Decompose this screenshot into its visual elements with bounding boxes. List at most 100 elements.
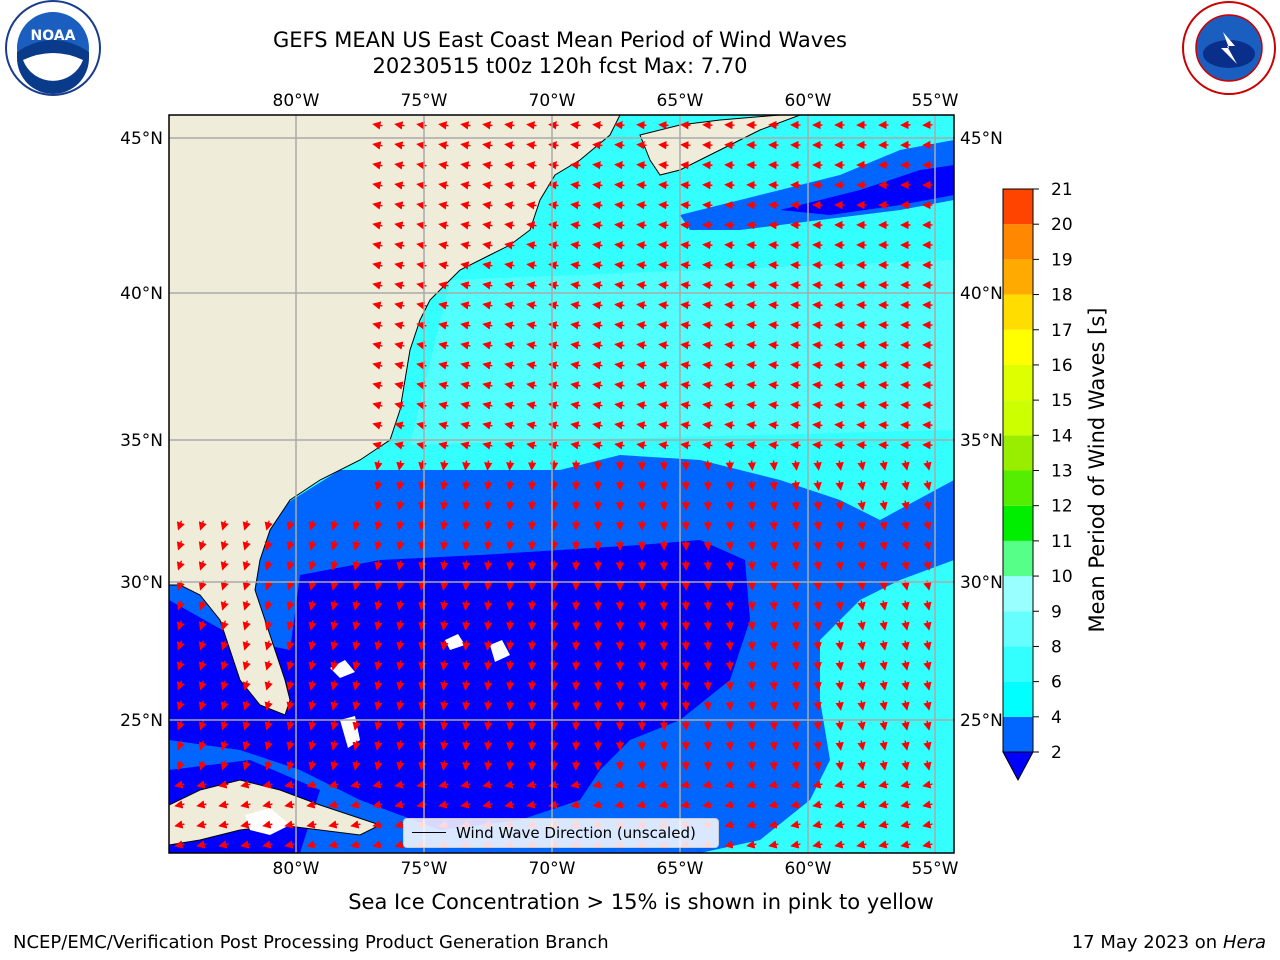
- wind-arrow: [614, 201, 625, 210]
- wind-arrow: [484, 500, 493, 511]
- wind-arrow: [418, 760, 427, 771]
- wind-arrow: [482, 141, 493, 150]
- wind-arrow: [835, 760, 844, 771]
- wind-arrow: [746, 840, 757, 849]
- wind-arrow: [548, 321, 559, 330]
- wind-arrow: [438, 181, 449, 190]
- wind-arrow: [835, 520, 844, 531]
- wind-arrow: [636, 301, 647, 310]
- wind-arrow: [879, 600, 888, 611]
- colorbar-tick-label: 18: [1051, 286, 1073, 306]
- wind-arrow: [527, 600, 537, 611]
- wind-arrow: [328, 800, 339, 809]
- wind-arrow: [725, 460, 734, 471]
- wind-arrow: [769, 680, 778, 691]
- wind-arrow: [747, 540, 756, 551]
- lon-label: 55°W: [912, 859, 959, 879]
- wind-arrow: [506, 540, 515, 551]
- wind-arrow: [330, 700, 339, 711]
- wind-arrow: [813, 500, 822, 511]
- wind-arrow: [900, 820, 911, 829]
- wind-arrow: [460, 421, 471, 430]
- lat-label: 30°N: [960, 573, 1003, 593]
- wind-arrow: [570, 321, 581, 330]
- wind-arrow: [416, 401, 427, 410]
- wind-arrow: [372, 840, 383, 849]
- wind-arrow: [570, 301, 581, 310]
- wind-arrow: [812, 340, 823, 350]
- wind-arrow: [352, 600, 361, 611]
- wind-arrow: [527, 480, 537, 491]
- wind-arrow: [198, 640, 207, 651]
- wind-arrow: [857, 460, 866, 471]
- wind-arrow: [526, 780, 537, 789]
- wind-arrow: [506, 560, 515, 571]
- wind-arrow: [372, 441, 383, 450]
- wind-arrow: [548, 221, 559, 230]
- wind-arrow: [240, 800, 251, 809]
- wind-arrow: [527, 560, 537, 571]
- colorbar-tick-label: 2: [1051, 743, 1062, 763]
- lat-labels-left: 45°N 40°N 35°N 30°N 25°N: [120, 129, 163, 731]
- wind-arrow: [438, 281, 449, 290]
- wind-arrow: [372, 201, 383, 210]
- wind-arrow: [747, 700, 756, 711]
- bahamas-island: [490, 640, 510, 662]
- lon-label: 65°W: [657, 91, 704, 111]
- lon-label: 70°W: [529, 859, 576, 879]
- lon-label: 80°W: [273, 91, 320, 111]
- wind-arrow: [482, 401, 493, 410]
- wind-arrow: [418, 740, 427, 751]
- wind-arrow: [857, 520, 866, 531]
- wind-arrow: [418, 720, 427, 731]
- wind-arrow: [769, 560, 778, 571]
- wind-arrow: [416, 780, 427, 789]
- wind-arrow: [901, 480, 910, 491]
- wind-arrow: [900, 440, 911, 450]
- wind-arrow: [658, 780, 669, 789]
- colorbar-tick-label: 12: [1051, 497, 1073, 517]
- wind-arrow: [460, 241, 471, 250]
- wind-arrow: [702, 321, 713, 330]
- wind-arrow: [680, 160, 691, 170]
- wind-arrow: [308, 560, 317, 571]
- wind-arrow: [548, 341, 559, 350]
- wind-arrow: [438, 361, 449, 370]
- wind-arrow: [438, 261, 449, 270]
- wind-arrow: [286, 660, 295, 671]
- wind-arrow: [923, 660, 932, 671]
- ocean-core-deep: [169, 540, 750, 830]
- wind-arrow: [394, 141, 405, 150]
- wind-arrow: [922, 840, 933, 849]
- wind-arrow: [462, 720, 471, 731]
- wind-arrow: [549, 760, 559, 771]
- wind-arrow: [506, 600, 515, 611]
- wind-arrow: [504, 800, 515, 809]
- wind-arrow: [416, 261, 427, 270]
- wind-arrow: [482, 241, 493, 250]
- wind-arrow: [416, 381, 427, 390]
- wind-arrow: [725, 620, 734, 631]
- wind-arrow: [242, 720, 251, 731]
- map-gridlines: [169, 115, 954, 853]
- wind-arrow: [768, 341, 779, 350]
- lat-label: 45°N: [960, 129, 1003, 149]
- wind-arrow: [680, 381, 691, 390]
- wind-arrow: [504, 361, 515, 370]
- wind-arrow: [703, 600, 713, 611]
- wind-arrow: [636, 181, 647, 190]
- wind-arrow: [504, 341, 515, 350]
- wind-arrow: [262, 820, 273, 829]
- wind-arrow: [372, 421, 383, 430]
- wind-arrow: [196, 840, 207, 849]
- wind-arrow: [264, 620, 273, 631]
- wind-arrow: [394, 301, 405, 310]
- wind-arrow: [813, 680, 822, 691]
- wind-arrow: [835, 620, 844, 631]
- wind-arrow: [460, 221, 471, 230]
- wind-arrow: [747, 720, 756, 731]
- wind-arrow: [901, 760, 910, 771]
- wind-arrow: [592, 121, 603, 130]
- wind-arrow: [440, 480, 449, 491]
- footer-date: 17 May 2023 on: [1071, 932, 1218, 953]
